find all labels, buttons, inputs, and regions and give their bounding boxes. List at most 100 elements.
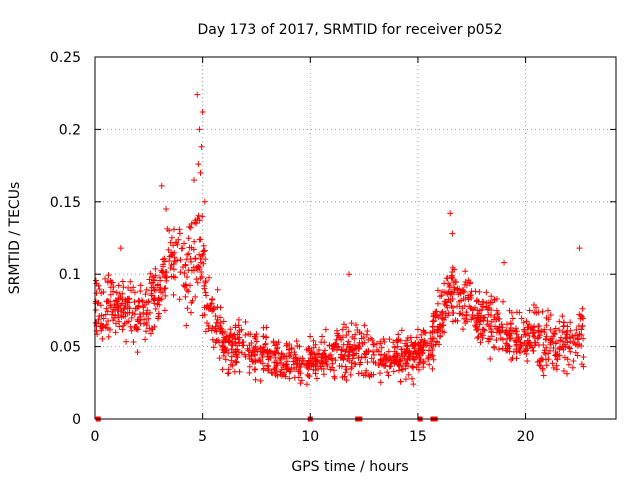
data-point xyxy=(147,270,154,277)
data-point xyxy=(297,380,304,387)
data-point xyxy=(410,350,417,357)
data-point xyxy=(513,328,520,335)
data-point xyxy=(569,364,576,371)
data-point xyxy=(449,309,456,316)
data-point xyxy=(155,297,162,304)
data-point xyxy=(543,314,550,321)
data-point xyxy=(530,347,537,354)
data-point xyxy=(559,313,566,320)
data-point xyxy=(351,335,358,342)
data-point xyxy=(420,328,427,335)
data-point xyxy=(358,353,365,360)
data-point xyxy=(390,368,397,375)
data-point xyxy=(557,344,564,351)
data-point xyxy=(485,311,492,318)
data-point xyxy=(146,325,153,332)
data-point xyxy=(160,263,167,270)
data-point xyxy=(140,320,147,327)
data-point xyxy=(286,375,293,382)
data-point xyxy=(418,336,425,343)
data-point xyxy=(275,350,282,357)
data-point xyxy=(375,348,382,355)
data-point xyxy=(550,345,557,352)
data-point xyxy=(131,289,138,296)
data-point xyxy=(545,350,552,357)
data-point xyxy=(120,322,127,329)
data-point xyxy=(184,305,191,312)
data-point xyxy=(305,373,312,380)
data-point xyxy=(553,362,560,369)
data-point xyxy=(339,374,346,381)
data-point xyxy=(503,321,510,328)
data-point xyxy=(393,337,400,344)
data-point xyxy=(415,341,422,348)
data-point xyxy=(177,269,184,276)
data-point xyxy=(351,360,358,367)
data-point xyxy=(171,249,178,256)
data-point xyxy=(531,342,538,349)
data-point xyxy=(475,326,482,333)
data-point xyxy=(192,219,199,226)
x-axis-title: GPS time / hours xyxy=(291,459,408,475)
data-point xyxy=(159,289,166,296)
data-point xyxy=(219,366,226,373)
data-point xyxy=(564,370,571,377)
data-point xyxy=(217,328,224,335)
data-point xyxy=(229,342,236,349)
y-tick-label: 0.2 xyxy=(59,122,81,138)
data-point xyxy=(430,313,437,320)
data-point xyxy=(524,357,531,364)
data-point xyxy=(283,353,290,360)
data-point xyxy=(551,330,558,337)
data-point xyxy=(508,309,515,316)
data-point xyxy=(580,354,587,361)
data-point xyxy=(190,246,197,253)
data-point xyxy=(436,323,443,330)
data-point xyxy=(377,379,384,386)
data-point xyxy=(545,356,552,363)
data-point xyxy=(388,357,395,364)
data-point xyxy=(182,261,189,268)
data-point xyxy=(405,363,412,370)
data-point xyxy=(167,239,174,246)
data-point xyxy=(545,307,552,314)
data-point xyxy=(148,284,155,291)
data-point xyxy=(113,297,120,304)
data-point xyxy=(284,365,291,372)
data-point xyxy=(161,285,168,292)
data-point xyxy=(363,367,370,374)
data-point xyxy=(228,357,235,364)
data-point xyxy=(143,286,150,293)
data-point xyxy=(443,302,450,309)
data-point xyxy=(580,335,587,342)
data-point-peak xyxy=(201,198,208,205)
data-point xyxy=(201,285,208,292)
data-point xyxy=(574,352,581,359)
data-point xyxy=(183,322,190,329)
data-point xyxy=(221,328,228,335)
data-point xyxy=(185,288,192,295)
data-point xyxy=(486,336,493,343)
data-point xyxy=(151,295,158,302)
data-point xyxy=(328,355,335,362)
data-point xyxy=(355,370,362,377)
data-point xyxy=(447,291,454,298)
data-point xyxy=(565,344,572,351)
data-point xyxy=(576,311,583,318)
data-point xyxy=(319,333,326,340)
data-point xyxy=(463,312,470,319)
data-point xyxy=(327,366,334,373)
data-point xyxy=(435,314,442,321)
data-point xyxy=(118,308,125,315)
data-point xyxy=(543,344,550,351)
data-point xyxy=(413,364,420,371)
data-point xyxy=(252,334,259,341)
data-point xyxy=(353,350,360,357)
data-point xyxy=(441,280,448,287)
data-point xyxy=(462,278,469,285)
data-point xyxy=(179,245,186,252)
data-point xyxy=(439,328,446,335)
data-point xyxy=(145,315,152,322)
data-point xyxy=(212,325,219,332)
data-point xyxy=(208,300,215,307)
